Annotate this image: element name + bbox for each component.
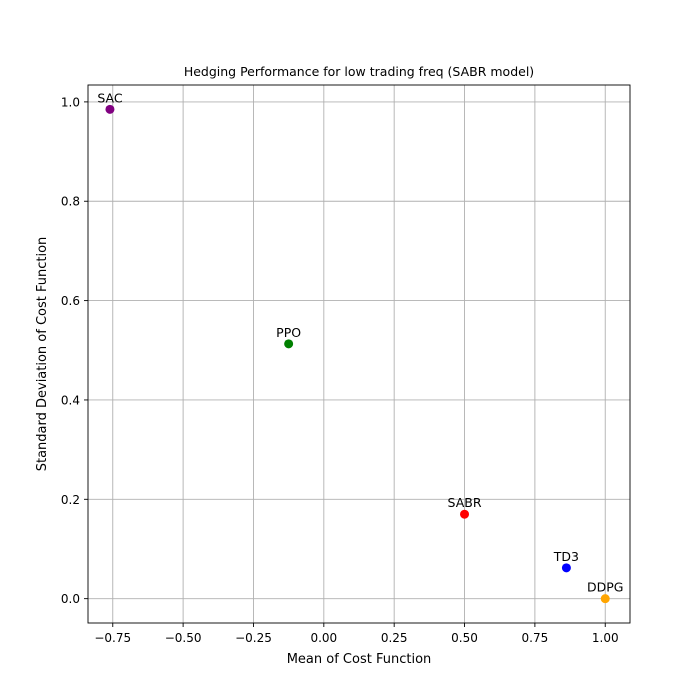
x-axis-label: Mean of Cost Function [287, 652, 432, 667]
chart-title: Hedging Performance for low trading freq… [184, 64, 534, 79]
data-point-sac [105, 104, 115, 114]
y-axis-label: Standard Deviation of Cost Function [35, 237, 50, 472]
point-label-td3: TD3 [553, 549, 579, 564]
plot-area-frame [87, 84, 631, 624]
data-point-sabr [460, 509, 470, 519]
y-tick-label: 0.8 [61, 195, 80, 209]
data-point-ppo [284, 339, 294, 349]
y-tick-label: 0.2 [61, 493, 80, 507]
x-tick-label: −0.50 [165, 631, 202, 645]
point-label-sabr: SABR [448, 495, 482, 510]
point-label-sac: SAC [97, 90, 122, 105]
x-tick-label: 0.50 [451, 631, 478, 645]
x-tick-label: −0.75 [94, 631, 131, 645]
x-tick-label: 0.00 [310, 631, 337, 645]
data-point-ddpg [600, 594, 610, 604]
data-points: SAC PPO SABR TD3 DDPG [97, 90, 623, 604]
x-tick-label: −0.25 [235, 631, 272, 645]
grid-lines [88, 85, 630, 623]
y-tick-label: 0.4 [61, 393, 80, 407]
x-axis-ticks: −0.75 −0.50 −0.25 0.00 0.25 0.50 0.75 1.00 [94, 623, 619, 645]
y-tick-label: 1.0 [61, 95, 80, 109]
point-label-ppo: PPO [276, 325, 301, 340]
x-tick-label: 1.00 [592, 631, 619, 645]
y-tick-label: 0.6 [61, 294, 80, 308]
x-tick-label: 0.75 [522, 631, 549, 645]
y-tick-label: 0.0 [61, 592, 80, 606]
y-axis-ticks: 0.0 0.2 0.4 0.6 0.8 1.0 [61, 95, 88, 606]
point-label-ddpg: DDPG [587, 580, 623, 595]
x-tick-label: 0.25 [381, 631, 408, 645]
data-point-td3 [561, 563, 571, 573]
